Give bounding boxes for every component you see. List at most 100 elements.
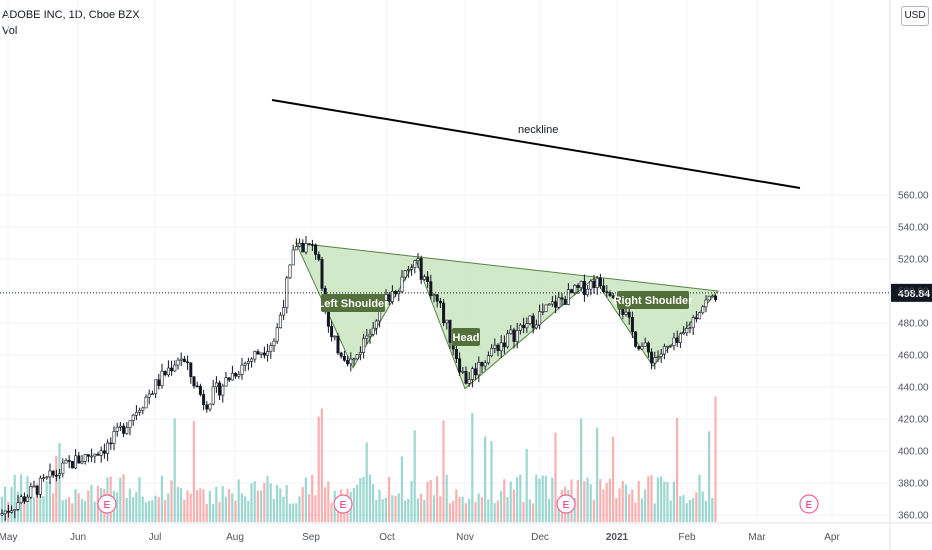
volume-bar xyxy=(212,503,215,522)
candle-body xyxy=(179,358,183,361)
candle-body xyxy=(147,393,151,398)
candle-body xyxy=(474,368,478,376)
currency-button[interactable]: USD xyxy=(901,6,929,26)
candle-body xyxy=(208,403,212,410)
volume-bar xyxy=(4,486,7,522)
candle-body xyxy=(138,410,142,413)
candle-body xyxy=(416,258,420,261)
volume-bar xyxy=(391,495,394,522)
volume-bar xyxy=(506,497,509,522)
volume-bar xyxy=(692,498,695,522)
volume-bar xyxy=(644,489,647,522)
candle-body xyxy=(99,450,103,456)
volume-bar xyxy=(42,496,45,522)
candle-body xyxy=(691,317,695,328)
candle-body xyxy=(714,295,718,300)
candle-body xyxy=(38,477,42,495)
candle-body xyxy=(400,276,404,292)
volume-bar xyxy=(164,499,167,522)
candle-body xyxy=(438,300,442,304)
candle-body xyxy=(77,455,81,464)
candle-body xyxy=(205,404,209,410)
volume-bar xyxy=(471,413,474,522)
candle-body xyxy=(656,356,660,358)
volume-bar xyxy=(394,495,397,522)
candle-body xyxy=(234,373,238,377)
candle-body xyxy=(701,306,705,313)
candle-body xyxy=(214,382,218,388)
candle-body xyxy=(58,473,62,476)
neckline-layer: neckline 498.84 xyxy=(0,99,932,302)
volume-bar xyxy=(461,496,464,522)
candle-body xyxy=(595,277,599,288)
candle-body xyxy=(125,427,129,434)
volume-bar xyxy=(157,497,160,522)
volume-indicator-label[interactable]: Vol xyxy=(2,25,18,37)
volume-bar xyxy=(324,487,327,522)
volume-bar xyxy=(557,499,560,522)
y-tick-label: 560.00 xyxy=(898,191,929,202)
y-tick-label: 520.00 xyxy=(898,255,929,266)
candle-body xyxy=(26,496,30,502)
candle-body xyxy=(275,327,279,342)
volume-bar xyxy=(205,503,208,522)
candle-body xyxy=(230,373,234,381)
candle-body xyxy=(429,281,433,296)
volume-bar xyxy=(711,497,714,522)
volume-bar xyxy=(384,497,387,522)
volume-bar xyxy=(676,417,679,522)
volume-bar xyxy=(173,418,176,522)
candle-body xyxy=(90,455,94,458)
volume-bar xyxy=(666,481,669,522)
candle-body xyxy=(458,358,462,373)
volume-bar xyxy=(378,489,381,522)
y-axis: 360.00 380.00 400.00 420.00 440.00 460.00 480.… xyxy=(898,191,929,522)
volume-bar xyxy=(301,487,304,522)
candle-body xyxy=(154,379,158,395)
candle-body xyxy=(307,243,311,245)
volume-bar xyxy=(663,481,666,522)
candle-body xyxy=(173,364,177,372)
volume-bar xyxy=(237,479,240,522)
candle-body xyxy=(570,289,574,293)
y-tick-label: 420.00 xyxy=(898,415,929,426)
volume-bar xyxy=(221,486,224,522)
candle-body xyxy=(694,317,698,320)
volume-bar xyxy=(637,480,640,522)
candle-body xyxy=(643,342,647,347)
annotation-head: Head xyxy=(453,332,480,344)
volume-bar xyxy=(432,495,435,522)
volume-bar xyxy=(660,476,663,522)
candle-body xyxy=(259,352,263,355)
candle-body xyxy=(240,364,244,375)
candle-body xyxy=(243,363,247,366)
candle-body xyxy=(294,246,298,251)
candle-body xyxy=(182,358,186,362)
candle-body xyxy=(288,264,292,279)
candle-body xyxy=(461,371,465,373)
volume-bar xyxy=(260,490,263,522)
volume-bar xyxy=(612,436,615,522)
volume-bar xyxy=(599,479,602,522)
volume-bar xyxy=(202,489,205,522)
candle-body xyxy=(522,324,526,329)
candle-body xyxy=(410,267,414,270)
candle-body xyxy=(358,352,362,355)
volume-bar xyxy=(634,502,637,522)
x-tick-label: Apr xyxy=(824,532,840,543)
volume-bar xyxy=(244,496,247,522)
candle-body xyxy=(563,298,567,305)
volume-bar xyxy=(688,499,691,522)
candle-body xyxy=(486,355,490,364)
candle-body xyxy=(634,331,638,347)
candle-body xyxy=(122,425,126,434)
candle-body xyxy=(67,460,71,462)
candle-body xyxy=(650,351,654,364)
candle-body xyxy=(102,450,106,454)
volume-bar xyxy=(125,497,128,522)
y-tick-label: 440.00 xyxy=(898,383,929,394)
candle-body xyxy=(602,285,606,292)
volume-bar xyxy=(544,475,547,522)
